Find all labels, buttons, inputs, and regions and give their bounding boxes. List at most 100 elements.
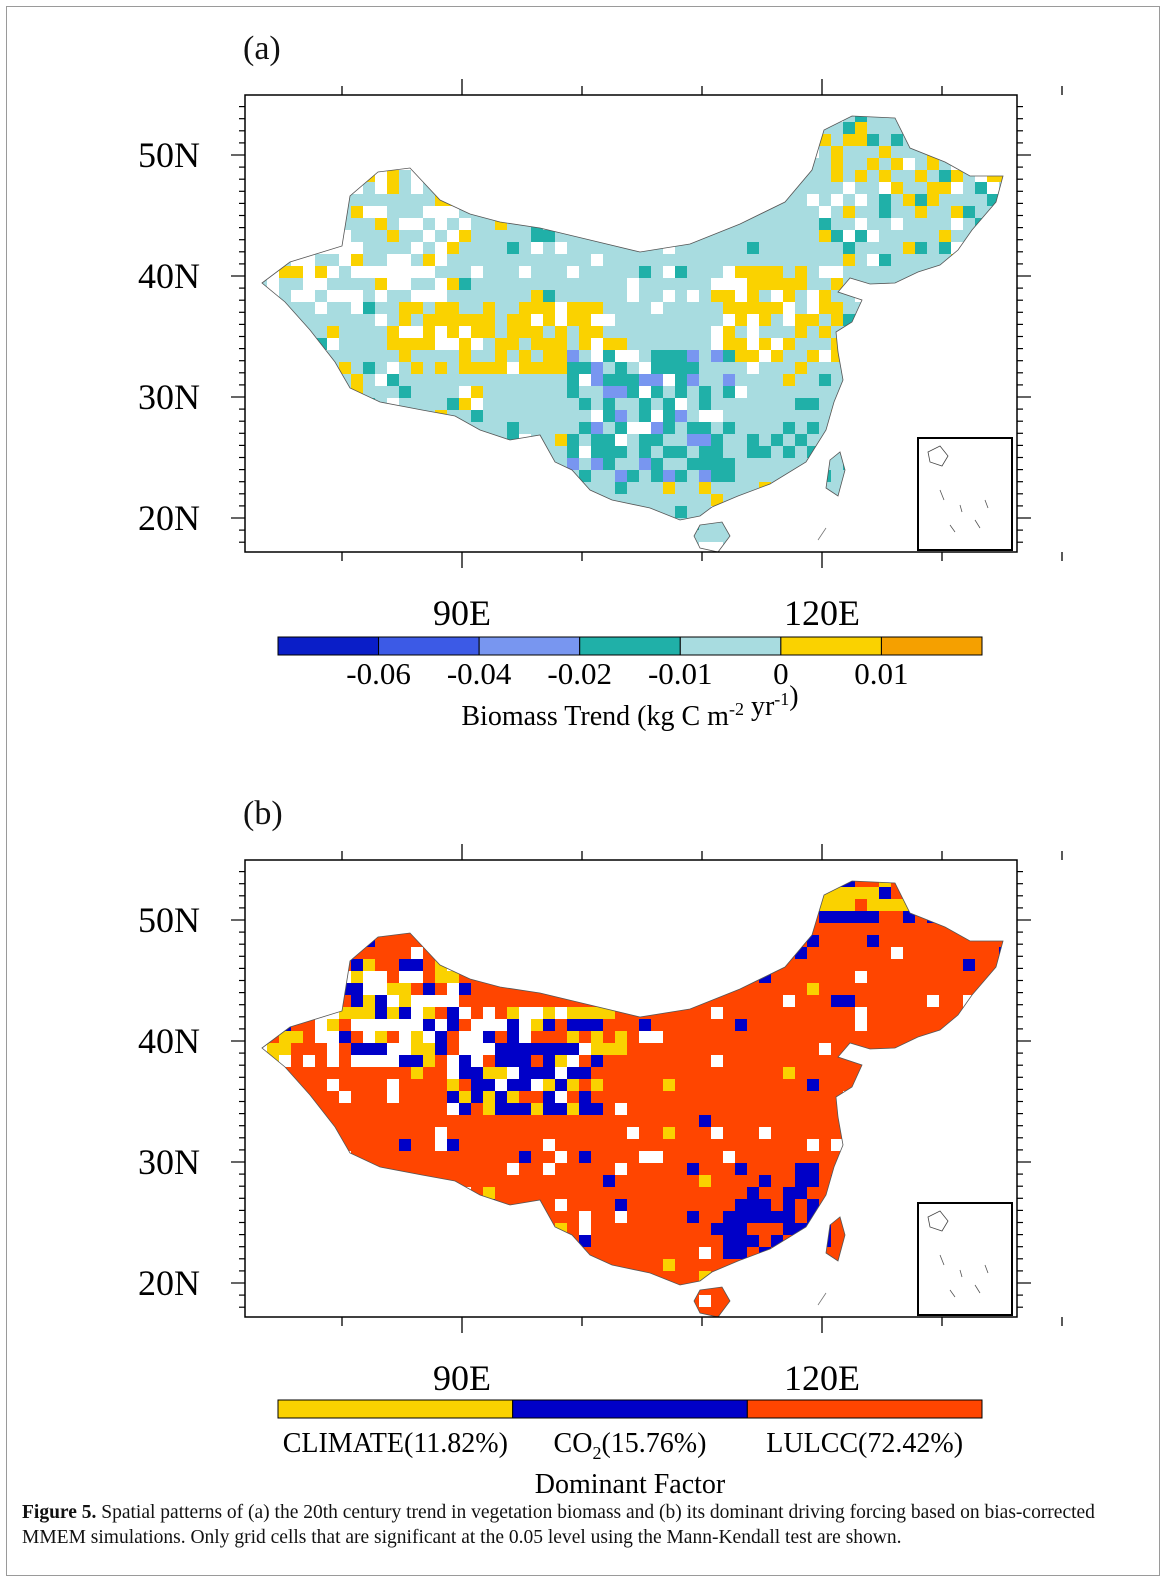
grid-cell — [267, 1295, 279, 1307]
grid-cell — [843, 1259, 855, 1271]
grid-cell — [951, 422, 963, 434]
grid-cell — [819, 494, 831, 506]
grid-cell — [519, 1151, 531, 1163]
grid-cell — [267, 230, 279, 242]
grid-cell — [267, 1115, 279, 1127]
grid-cell — [423, 434, 435, 446]
grid-cell — [615, 1127, 627, 1139]
grid-cell — [711, 887, 723, 899]
grid-cell — [855, 254, 867, 266]
grid-cell — [639, 1079, 651, 1091]
grid-cell — [951, 554, 963, 566]
grid-cell — [483, 506, 495, 518]
grid-cell — [675, 1223, 687, 1235]
grid-cell — [267, 506, 279, 518]
grid-cell — [543, 923, 555, 935]
grid-cell — [615, 434, 627, 446]
grid-cell — [723, 1175, 735, 1187]
grid-cell — [399, 242, 411, 254]
grid-cell — [262, 266, 267, 278]
grid-cell — [891, 422, 903, 434]
grid-cell — [915, 422, 927, 434]
grid-cell — [303, 1055, 315, 1067]
grid-cell — [987, 911, 999, 923]
grid-cell — [711, 266, 723, 278]
country-outline — [261, 880, 1004, 1286]
grid-cell — [843, 338, 855, 350]
grid-cell — [999, 134, 1003, 146]
grid-cell — [591, 1223, 603, 1235]
grid-cell — [363, 881, 375, 887]
grid-cell — [262, 374, 267, 386]
grid-cell — [795, 374, 807, 386]
grid-cell — [651, 362, 663, 374]
grid-cell — [579, 326, 591, 338]
grid-cell — [399, 1271, 411, 1283]
grid-cell — [759, 1271, 771, 1283]
grid-cell — [339, 1151, 351, 1163]
grid-cell — [699, 1019, 711, 1031]
grid-cell — [603, 386, 615, 398]
grid-cell — [447, 290, 459, 302]
grid-cell — [262, 1007, 267, 1019]
grid-cell — [831, 194, 843, 206]
grid-cell — [315, 1247, 327, 1259]
grid-cell — [519, 1223, 531, 1235]
grid-cell — [579, 1031, 591, 1043]
grid-cell — [675, 1295, 687, 1307]
grid-cell — [819, 116, 831, 122]
grid-cell — [519, 1235, 531, 1247]
grid-cell — [675, 983, 687, 995]
grid-cell — [543, 1127, 555, 1139]
grid-cell — [267, 1259, 279, 1271]
grid-cell — [291, 482, 303, 494]
grid-cell — [483, 410, 495, 422]
grid-cell — [351, 458, 363, 470]
grid-cell — [627, 1127, 639, 1139]
grid-cell — [279, 1211, 291, 1223]
grid-cell — [375, 158, 387, 170]
grid-cell — [375, 1091, 387, 1103]
grid-cell — [735, 1139, 747, 1151]
grid-cell — [543, 434, 555, 446]
grid-cell — [687, 116, 699, 122]
grid-cell — [639, 959, 651, 971]
grid-cell — [783, 302, 795, 314]
grid-cell — [591, 911, 603, 923]
grid-cell — [579, 530, 591, 542]
grid-cell — [687, 923, 699, 935]
grid-cell — [303, 959, 315, 971]
grid-cell — [639, 230, 651, 242]
grid-cell — [471, 1067, 483, 1079]
grid-cell — [867, 350, 879, 362]
grid-cell — [303, 1235, 315, 1247]
grid-cell — [303, 506, 315, 518]
grid-cell — [843, 881, 855, 887]
grid-cell — [987, 1055, 999, 1067]
grid-cell — [423, 1031, 435, 1043]
grid-cell — [747, 314, 759, 326]
grid-cell — [927, 1079, 939, 1091]
grid-cell — [591, 422, 603, 434]
grid-cell — [579, 1175, 591, 1187]
grid-cell — [327, 230, 339, 242]
grid-cell — [819, 1175, 831, 1187]
grid-cell — [639, 1199, 651, 1211]
grid-cell — [375, 506, 387, 518]
grid-cell — [495, 194, 507, 206]
grid-cell — [771, 887, 783, 899]
grid-cell — [603, 350, 615, 362]
grid-cell — [867, 899, 879, 911]
grid-cell — [543, 290, 555, 302]
grid-cell — [303, 1079, 315, 1091]
colorbar-title-part: -2 — [729, 699, 744, 719]
grid-cell — [783, 1067, 795, 1079]
grid-cell — [627, 1043, 639, 1055]
grid-cell — [555, 1103, 567, 1115]
grid-cell — [687, 947, 699, 959]
grid-cell — [723, 554, 735, 566]
grid-cell — [735, 446, 747, 458]
grid-cell — [327, 923, 339, 935]
grid-cell — [735, 1283, 747, 1295]
grid-cell — [867, 302, 879, 314]
